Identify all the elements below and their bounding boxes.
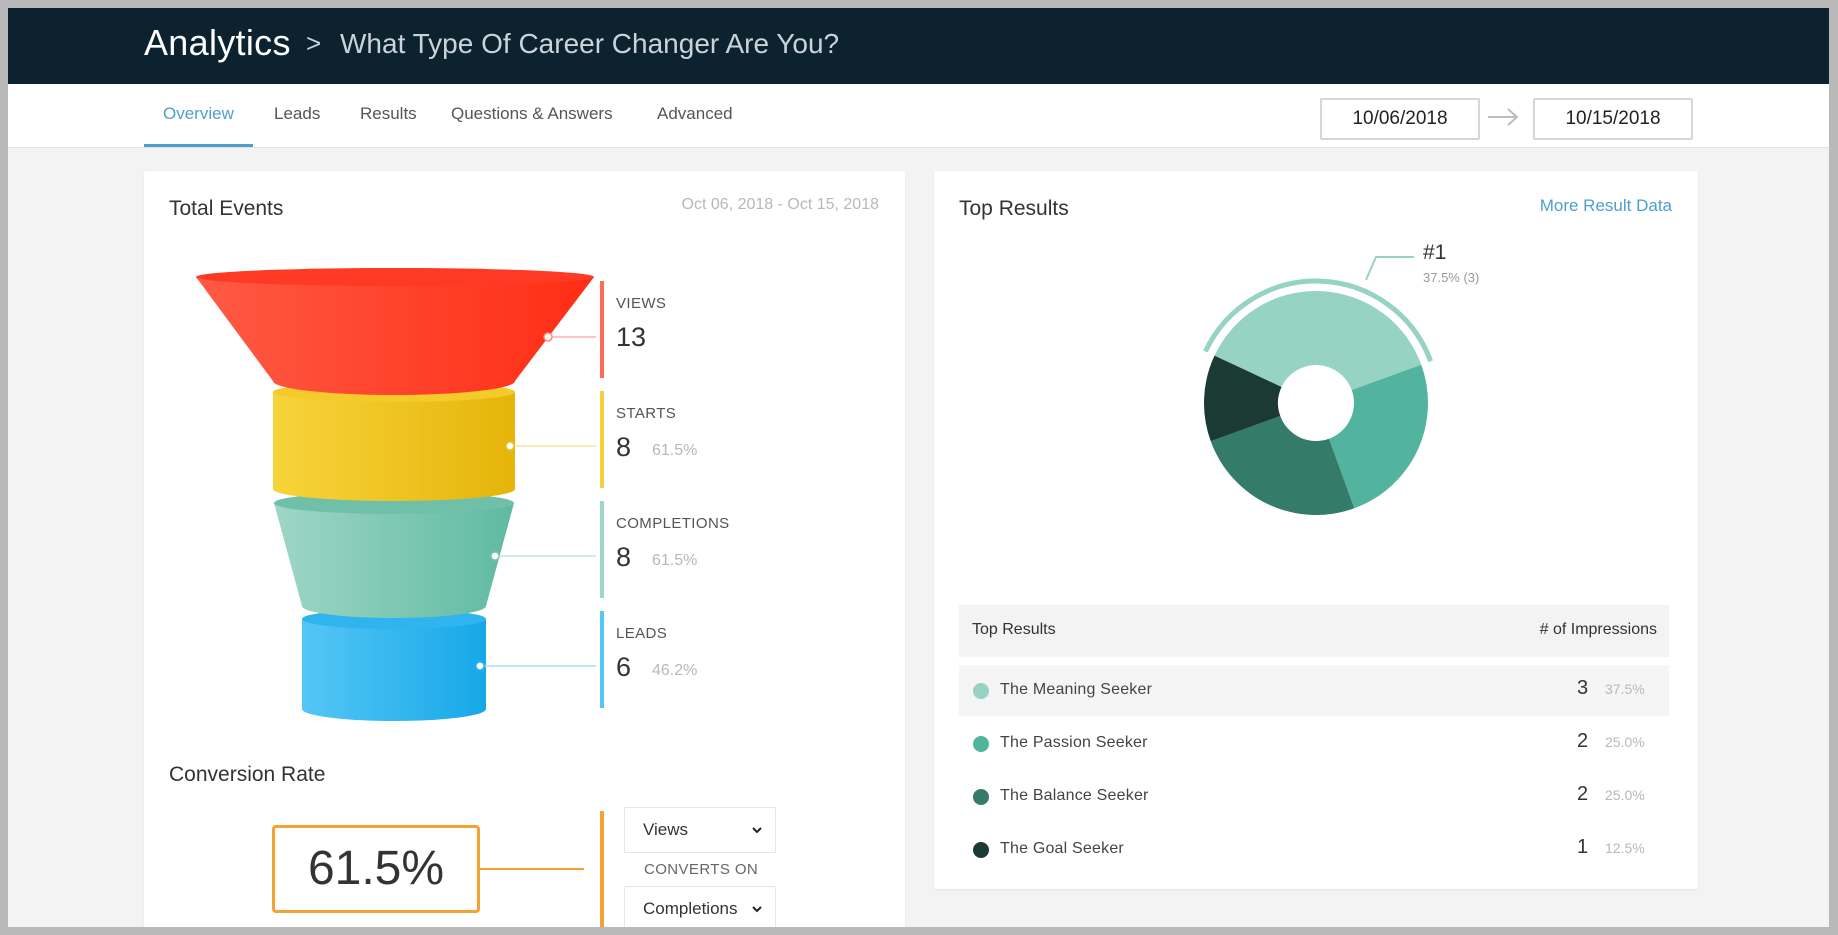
table-row[interactable]: The Balance Seeker 2 25.0% [959, 771, 1669, 822]
conversion-to-select[interactable]: Completions [624, 886, 776, 927]
donut-slice-goal-seeker[interactable] [1204, 355, 1282, 442]
stage-label-completions: COMPLETIONS [616, 515, 730, 532]
tab-questions-answers[interactable]: Questions & Answers [451, 104, 613, 123]
table-row[interactable]: The Goal Seeker 1 12.5% [959, 824, 1669, 875]
conversion-connector [480, 868, 584, 870]
result-name: The Passion Seeker [1000, 734, 1148, 751]
funnel-stage-views [196, 268, 594, 395]
stage-indicator-leads [600, 611, 604, 708]
result-count: 2 [1577, 730, 1589, 752]
result-count: 1 [1577, 836, 1589, 858]
conversion-rate-value: 61.5% [272, 825, 480, 913]
stage-indicator-completions [600, 501, 604, 598]
top-results-title: Top Results [959, 197, 1069, 220]
arrow-right-icon [1488, 108, 1519, 126]
events-date-range: Oct 06, 2018 - Oct 15, 2018 [681, 196, 879, 213]
result-pct: 25.0% [1605, 734, 1645, 750]
converts-on-label: CONVERTS ON [644, 861, 759, 878]
breadcrumb-app-title[interactable]: Analytics [144, 22, 291, 63]
tab-bar: Overview Leads Results Questions & Answe… [8, 84, 1829, 148]
donut-slice-balance-seeker[interactable] [1210, 415, 1355, 515]
end-date-input[interactable]: 10/15/2018 [1533, 98, 1693, 140]
results-donut-chart [1203, 256, 1433, 515]
top-result-highlight-arc [1203, 278, 1433, 363]
chevron-down-icon [752, 906, 762, 913]
result-pct: 12.5% [1605, 840, 1645, 856]
start-date-input[interactable]: 10/06/2018 [1320, 98, 1480, 140]
breadcrumb-separator: > [306, 28, 322, 58]
stage-pct-starts: 61.5% [652, 442, 698, 459]
rank-label: #1 [1423, 241, 1447, 264]
tab-results[interactable]: Results [360, 104, 417, 123]
result-name: The Meaning Seeker [1000, 681, 1153, 698]
result-name: The Goal Seeker [1000, 840, 1124, 857]
page-title: What Type Of Career Changer Are You? [340, 28, 840, 59]
result-count: 3 [1577, 677, 1589, 699]
tab-overview[interactable]: Overview [144, 84, 253, 147]
chevron-down-icon [752, 827, 762, 834]
result-name: The Balance Seeker [1000, 787, 1149, 804]
more-result-data-link[interactable]: More Result Data [1539, 196, 1672, 215]
stage-value-starts: 8 [616, 432, 632, 462]
top-results-card: Top Results More Result Data #1 37.5% (3… [934, 171, 1698, 889]
top-bar: Analytics > What Type Of Career Changer … [8, 8, 1829, 84]
stage-pct-leads: 46.2% [652, 662, 698, 679]
results-table-header: Top Results # of Impressions [959, 605, 1669, 657]
result-count: 2 [1577, 783, 1589, 805]
conversion-from-select[interactable]: Views [624, 807, 776, 853]
stage-indicator-views [600, 281, 604, 378]
conversion-to-value: Completions [643, 899, 738, 918]
result-pct: 37.5% [1605, 681, 1645, 697]
total-events-title: Total Events [169, 197, 284, 220]
total-events-card: Total Events Oct 06, 2018 - Oct 15, 2018 [144, 171, 905, 927]
stage-label-starts: STARTS [616, 405, 677, 422]
table-row[interactable]: The Passion Seeker 2 25.0% [959, 718, 1669, 769]
stage-value-leads: 6 [616, 652, 632, 682]
column-header-impressions: # of Impressions [1539, 621, 1657, 638]
legend-dot-goal-seeker [973, 842, 989, 858]
legend-dot-meaning-seeker [973, 683, 989, 699]
conversion-rate-title: Conversion Rate [169, 763, 326, 786]
stage-label-views: VIEWS [616, 295, 667, 312]
donut-slice-meaning-seeker[interactable] [1214, 291, 1422, 391]
stage-value-completions: 8 [616, 542, 632, 572]
conversion-from-value: Views [643, 820, 689, 839]
tab-leads[interactable]: Leads [274, 104, 321, 123]
donut-slice-passion-seeker[interactable] [1328, 364, 1428, 509]
column-header-result: Top Results [972, 621, 1056, 638]
legend-dot-passion-seeker [973, 736, 989, 752]
stage-value-views: 13 [616, 322, 647, 352]
tab-advanced[interactable]: Advanced [657, 104, 733, 123]
funnel-stage-completions [274, 492, 514, 618]
rank-callout-line [1365, 256, 1414, 281]
funnel-stage-leads [302, 609, 486, 721]
funnel-graphic [196, 268, 596, 721]
conversion-indicator [600, 811, 604, 927]
app-frame: Analytics > What Type Of Career Changer … [8, 8, 1829, 927]
table-row[interactable]: The Meaning Seeker 3 37.5% [959, 665, 1669, 716]
legend-dot-balance-seeker [973, 789, 989, 805]
rank-detail: 37.5% (3) [1423, 270, 1480, 285]
result-pct: 25.0% [1605, 787, 1645, 803]
stage-indicator-starts [600, 391, 604, 488]
funnel-stage-starts [273, 382, 515, 501]
stage-pct-completions: 61.5% [652, 552, 698, 569]
stage-label-leads: LEADS [616, 625, 668, 642]
